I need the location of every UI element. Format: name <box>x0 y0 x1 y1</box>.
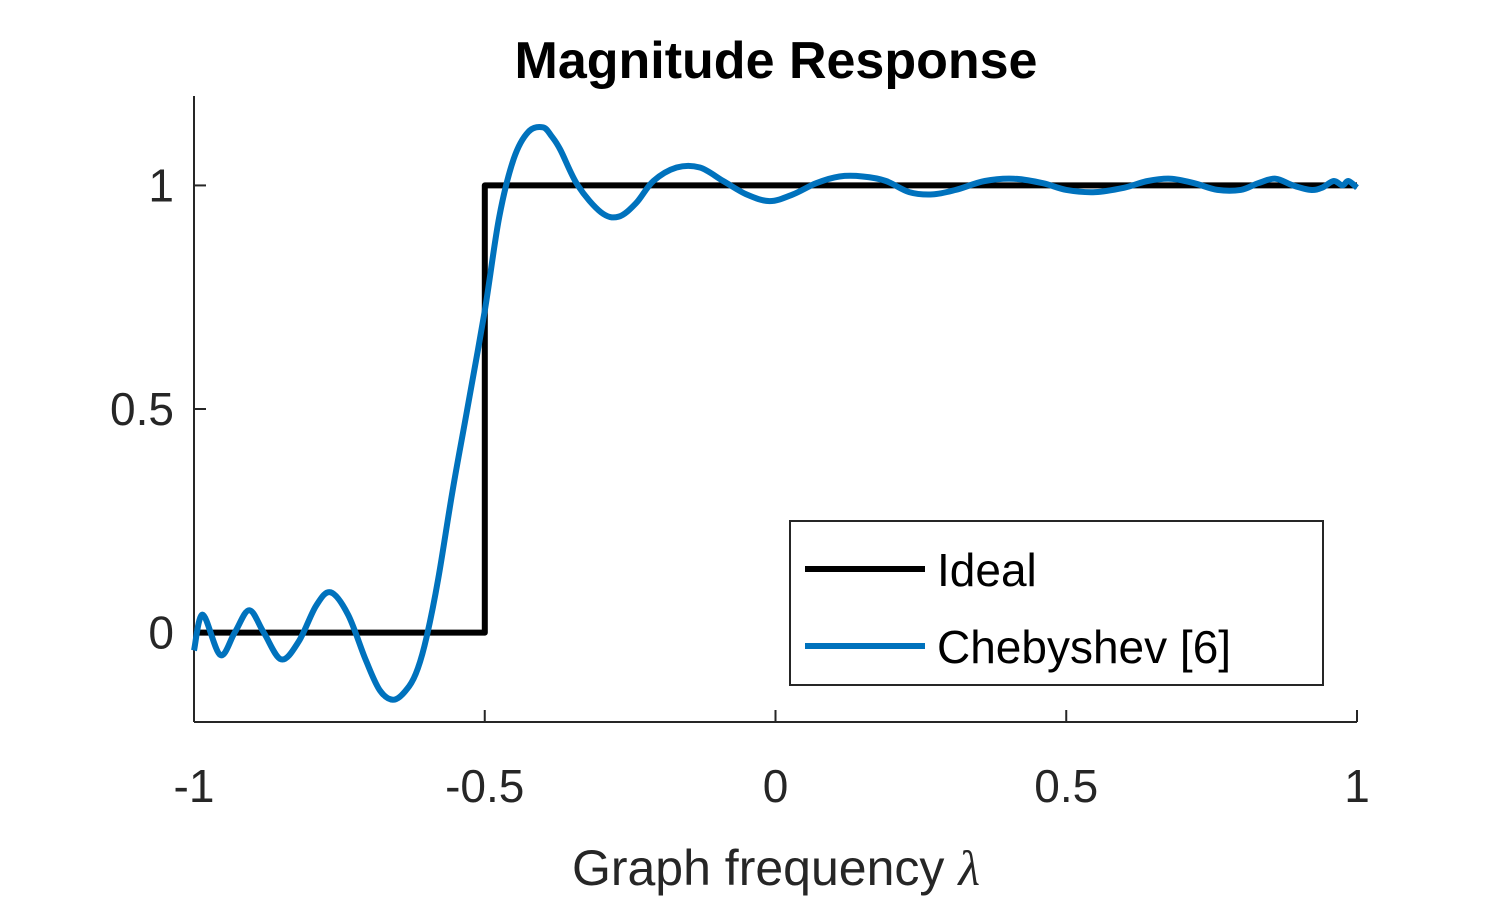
x-tick-label: 0 <box>763 760 789 812</box>
series-line-ideal <box>194 182 1357 636</box>
plot-area <box>191 123 1359 703</box>
y-tick-label: 0.5 <box>110 383 174 435</box>
x-axis-label-symbol: λ <box>956 840 980 896</box>
y-tick-label: 1 <box>148 159 174 211</box>
x-axis-label: Graph frequency λ <box>572 840 980 896</box>
chart-title: Magnitude Response <box>515 32 1038 90</box>
legend-box <box>789 520 1324 686</box>
x-tick-label: 0.5 <box>1034 760 1098 812</box>
x-tick-label: -1 <box>174 760 215 812</box>
x-tick-label: 1 <box>1344 760 1370 812</box>
y-tick-label: 0 <box>148 607 174 659</box>
legend-label: Chebyshev [6] <box>937 621 1231 673</box>
x-tick-label: -0.5 <box>445 760 524 812</box>
series-line-chebyshev <box>191 123 1359 703</box>
legend-label: Ideal <box>937 544 1037 596</box>
x-axis-label-text: Graph frequency <box>572 840 944 896</box>
axes: -1 -0.5 0 0.5 1 0 0.5 1 <box>110 96 1370 812</box>
legend: Ideal Chebyshev [6] <box>789 520 1324 686</box>
